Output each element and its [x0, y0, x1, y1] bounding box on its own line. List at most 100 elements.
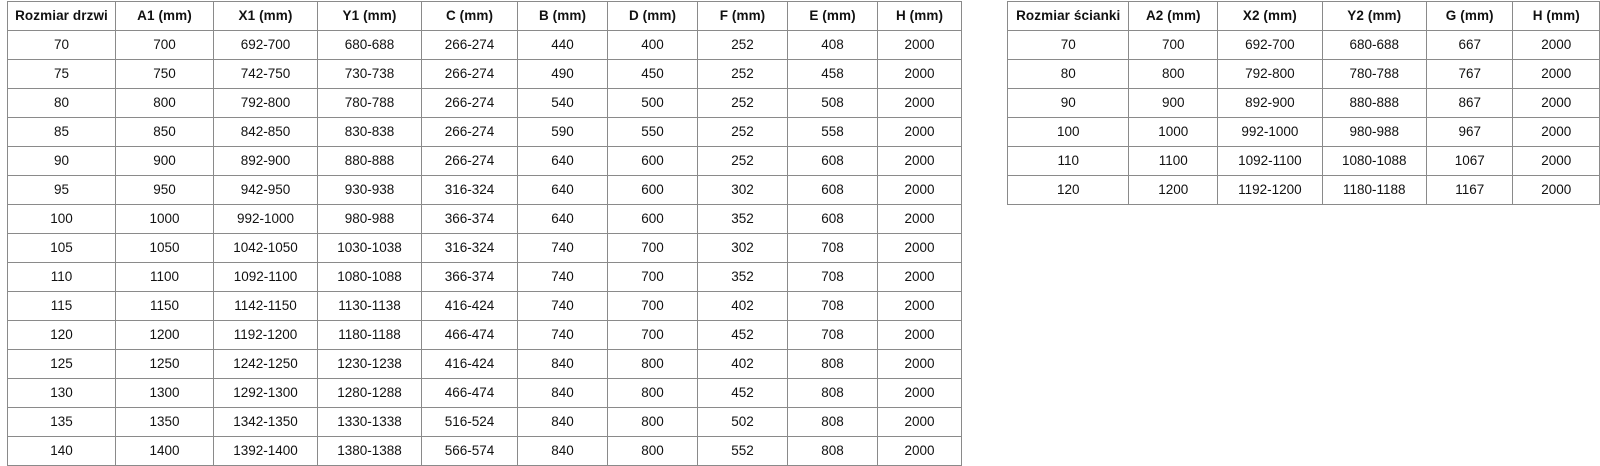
cell: 1400: [115, 436, 214, 466]
cell: 708: [787, 320, 878, 350]
cell: 800: [607, 436, 698, 466]
cell: 1100: [1128, 146, 1219, 176]
cell: 466-474: [421, 378, 518, 408]
wall-panel-size-specification-table: Rozmiar ścianki A2 (mm) X2 (mm) Y2 (mm) …: [1006, 1, 1600, 205]
cell: 1380-1388: [317, 436, 422, 466]
table-row: 80 800 792-800 780-788 767 2000: [1006, 59, 1600, 89]
cell: 1342-1350: [213, 407, 318, 437]
cell: 608: [787, 204, 878, 234]
cell: 680-688: [317, 30, 422, 60]
table-row: 75 750 742-750 730-738 266-274 490 450 252 458 20…: [7, 59, 962, 89]
doors-col-header-y1: Y1 (mm): [317, 1, 422, 31]
cell: 740: [517, 233, 608, 263]
doors-col-header-e: E (mm): [787, 1, 878, 31]
walls-col-header-x2: X2 (mm): [1217, 1, 1323, 31]
cell: 95: [7, 175, 116, 205]
cell: 740: [517, 291, 608, 321]
cell: 950: [115, 175, 214, 205]
walls-header-row: Rozmiar ścianki A2 (mm) X2 (mm) Y2 (mm) …: [1006, 1, 1600, 31]
doors-col-header-c: C (mm): [421, 1, 518, 31]
cell: 700: [607, 233, 698, 263]
table-row: 90 900 892-900 880-888 867 2000: [1006, 88, 1600, 118]
cell: 80: [7, 88, 116, 118]
walls-table-body: 70 700 692-700 680-688 667 2000 80 800 792-800 7…: [1006, 30, 1600, 205]
cell: 2000: [877, 204, 962, 234]
doors-table-head: Rozmiar drzwi A1 (mm) X1 (mm) Y1 (mm) C …: [7, 1, 962, 31]
cell: 115: [7, 291, 116, 321]
cell: 830-838: [317, 117, 422, 147]
cell: 540: [517, 88, 608, 118]
cell: 708: [787, 291, 878, 321]
cell: 1080-1088: [1321, 146, 1427, 176]
cell: 2000: [877, 291, 962, 321]
cell: 85: [7, 117, 116, 147]
table-row: 80 800 792-800 780-788 266-274 540 500 252 508 20…: [7, 88, 962, 118]
cell: 680-688: [1321, 30, 1427, 60]
cell: 692-700: [1217, 30, 1323, 60]
table-row: 100 1000 992-1000 980-988 366-374 640 600 352 60…: [7, 204, 962, 234]
cell: 550: [607, 117, 698, 147]
cell: 700: [1128, 30, 1219, 60]
walls-col-header-a2: A2 (mm): [1128, 1, 1219, 31]
doors-col-header-f: F (mm): [697, 1, 788, 31]
cell: 1000: [1128, 117, 1219, 147]
table-row: 115 1150 1142-1150 1130-1138 416-424 740 700 40…: [7, 291, 962, 321]
cell: 980-988: [1321, 117, 1427, 147]
doors-header-row: Rozmiar drzwi A1 (mm) X1 (mm) Y1 (mm) C …: [7, 1, 962, 31]
cell: 992-1000: [1217, 117, 1323, 147]
cell: 400: [607, 30, 698, 60]
cell: 105: [7, 233, 116, 263]
table-row: 70 700 692-700 680-688 667 2000: [1006, 30, 1600, 60]
cell: 1142-1150: [213, 291, 318, 321]
cell: 967: [1425, 117, 1514, 147]
cell: 1080-1088: [317, 262, 422, 292]
cell: 980-988: [317, 204, 422, 234]
cell: 892-900: [213, 146, 318, 176]
doors-table-body: 70 700 692-700 680-688 266-274 440 400 252 408 20…: [7, 30, 962, 466]
cell: 2000: [877, 262, 962, 292]
cell: 767: [1425, 59, 1514, 89]
cell: 1292-1300: [213, 378, 318, 408]
cell: 2000: [877, 117, 962, 147]
cell: 252: [697, 146, 788, 176]
cell: 70: [7, 30, 116, 60]
cell: 780-788: [1321, 59, 1427, 89]
doors-col-header-rozmiar-drzwi: Rozmiar drzwi: [7, 1, 116, 31]
cell: 808: [787, 436, 878, 466]
cell: 808: [787, 378, 878, 408]
cell: 70: [1006, 30, 1130, 60]
cell: 402: [697, 349, 788, 379]
cell: 2000: [877, 30, 962, 60]
cell: 110: [1006, 146, 1130, 176]
cell: 566-574: [421, 436, 518, 466]
cell: 100: [7, 204, 116, 234]
cell: 840: [517, 436, 608, 466]
cell: 558: [787, 117, 878, 147]
cell: 516-524: [421, 407, 518, 437]
table-row: 90 900 892-900 880-888 266-274 640 600 252 608 20…: [7, 146, 962, 176]
walls-table-head: Rozmiar ścianki A2 (mm) X2 (mm) Y2 (mm) …: [1006, 1, 1600, 31]
cell: 266-274: [421, 59, 518, 89]
walls-col-header-h: H (mm): [1512, 1, 1600, 31]
cell: 2000: [1512, 30, 1600, 60]
table-row: 85 850 842-850 830-838 266-274 590 550 252 558 20…: [7, 117, 962, 147]
cell: 800: [607, 349, 698, 379]
cell: 1180-1188: [317, 320, 422, 350]
cell: 552: [697, 436, 788, 466]
cell: 2000: [877, 349, 962, 379]
cell: 408: [787, 30, 878, 60]
cell: 792-800: [213, 88, 318, 118]
cell: 1300: [115, 378, 214, 408]
cell: 600: [607, 204, 698, 234]
cell: 2000: [877, 378, 962, 408]
cell: 780-788: [317, 88, 422, 118]
cell: 402: [697, 291, 788, 321]
cell: 80: [1006, 59, 1130, 89]
cell: 880-888: [1321, 88, 1427, 118]
cell: 366-374: [421, 204, 518, 234]
cell: 130: [7, 378, 116, 408]
cell: 2000: [877, 146, 962, 176]
cell: 266-274: [421, 30, 518, 60]
cell: 252: [697, 117, 788, 147]
